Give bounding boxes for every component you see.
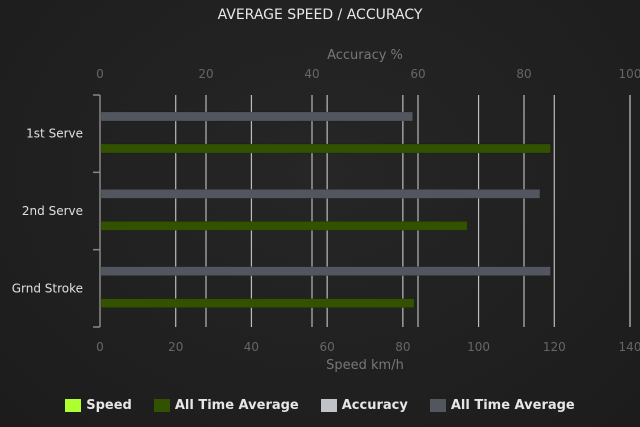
speed-tick-label: 80 bbox=[395, 340, 410, 354]
legend-item[interactable]: All Time Average bbox=[153, 398, 299, 413]
speed-avg-bar-1st-serve bbox=[100, 143, 551, 154]
speed-axis-title: Speed km/h bbox=[326, 358, 404, 373]
legend-swatch bbox=[153, 399, 170, 412]
accuracy-tick-label: 20 bbox=[198, 67, 213, 81]
accuracy-axis-title: Accuracy % bbox=[327, 48, 403, 63]
legend-item[interactable]: Speed bbox=[65, 398, 132, 413]
speed-tick-label: 140 bbox=[619, 340, 640, 354]
speed-tick-label: 100 bbox=[467, 340, 490, 354]
speed-tick-label: 20 bbox=[168, 340, 183, 354]
legend-label: All Time Average bbox=[174, 398, 299, 413]
category-label: 2nd Serve bbox=[22, 204, 83, 218]
speed-tick-label: 0 bbox=[96, 340, 104, 354]
chart-title: AVERAGE SPEED / ACCURACY bbox=[217, 7, 423, 23]
legend-swatch bbox=[429, 399, 446, 412]
accuracy-tick-label: 80 bbox=[516, 67, 531, 81]
speed-tick-label: 40 bbox=[244, 340, 259, 354]
legend-item[interactable]: All Time Average bbox=[429, 398, 575, 413]
speed-tick-label: 120 bbox=[543, 340, 566, 354]
legend-label: Accuracy bbox=[341, 398, 408, 413]
legend-label: Speed bbox=[86, 398, 132, 413]
accuracy-avg-bar-grnd-stroke bbox=[100, 266, 551, 276]
legend-label: All Time Average bbox=[450, 398, 575, 413]
accuracy-tick-label: 40 bbox=[304, 67, 319, 81]
legend-swatch bbox=[65, 399, 82, 412]
category-label: 1st Serve bbox=[26, 127, 83, 141]
accuracy-avg-bar-1st-serve bbox=[100, 111, 413, 122]
legend: Speed All Time Average Accuracy All Time Av… bbox=[0, 398, 640, 413]
accuracy-tick-label: 100 bbox=[619, 67, 640, 81]
accuracy-tick-label: 60 bbox=[410, 67, 425, 81]
speed-tick-label: 60 bbox=[320, 340, 335, 354]
accuracy-avg-bar-2nd-serve bbox=[100, 189, 541, 199]
speed-avg-bar-grnd-stroke bbox=[100, 298, 415, 308]
legend-swatch bbox=[320, 399, 337, 412]
speed-avg-bar-2nd-serve bbox=[100, 221, 468, 231]
legend-item[interactable]: Accuracy bbox=[320, 398, 408, 413]
accuracy-tick-label: 0 bbox=[96, 67, 104, 81]
category-label: Grnd Stroke bbox=[12, 281, 83, 295]
